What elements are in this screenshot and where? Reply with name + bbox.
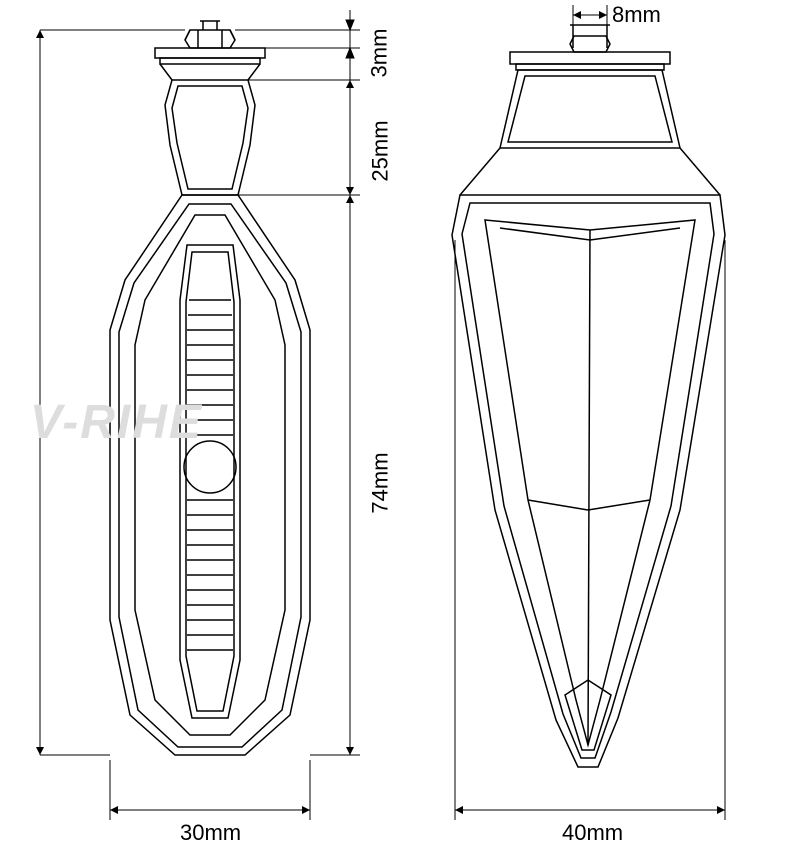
technical-drawing [0, 0, 808, 865]
dim-bolt-height: 3mm [366, 29, 392, 78]
dim-front-width: 30mm [180, 820, 241, 846]
dim-body-height: 74mm [368, 452, 394, 513]
dim-bolt-width: 8mm [612, 2, 661, 28]
dim-stem-height: 25mm [368, 120, 394, 181]
side-view [452, 25, 725, 767]
dim-side-width: 40mm [562, 820, 623, 846]
front-view [110, 21, 310, 755]
